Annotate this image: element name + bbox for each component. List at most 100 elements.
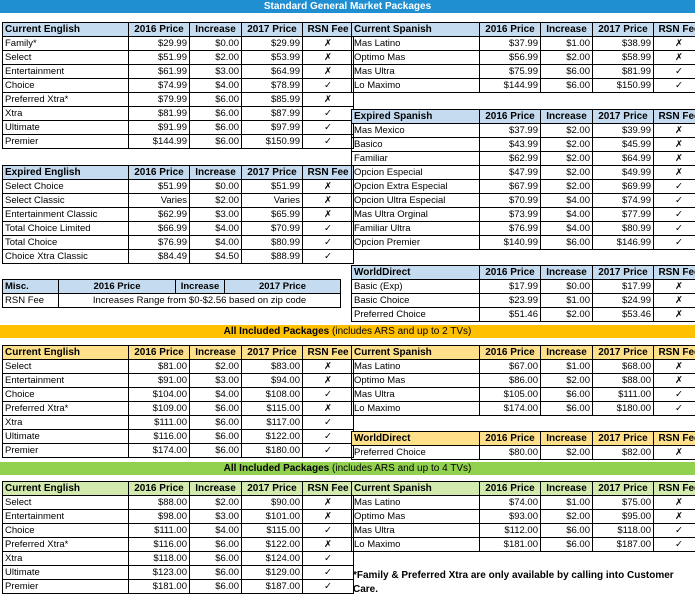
price-2017: $24.99: [592, 293, 654, 308]
price-2016: $116.00: [128, 429, 190, 444]
increase: $6.00: [540, 537, 593, 552]
table-row: Select $51.99 $2.00 $53.99 ✗: [2, 50, 354, 65]
price-2016: $81.00: [128, 359, 190, 374]
price-2016: $62.99: [479, 151, 541, 166]
rsn-fee-mark: ✗: [302, 359, 354, 374]
package-name: Preferred Xtra*: [2, 92, 129, 107]
rsn-fee-mark: ✓: [302, 565, 354, 580]
table-row: Mas Latino $67.00 $1.00 $68.00 ✗: [351, 359, 695, 374]
price-2017: $53.99: [241, 50, 303, 65]
col-increase: Increase: [189, 345, 242, 360]
table-row: Optimo Mas $93.00 $2.00 $95.00 ✗: [351, 509, 695, 524]
price-2017: $77.99: [592, 207, 654, 222]
price-2016: $144.99: [479, 78, 541, 93]
increase: $6.00: [189, 443, 242, 458]
increase: $2.00: [540, 373, 593, 388]
rsn-fee-mark: ✓: [302, 523, 354, 538]
price-2017: $97.99: [241, 120, 303, 135]
price-2017: $75.00: [592, 495, 654, 510]
price-2017: $64.99: [592, 151, 654, 166]
increase: $4.00: [540, 193, 593, 208]
package-name: Opcion Ultra Especial: [351, 193, 480, 208]
header-row: Current English 2016 Price Increase 2017 Pr…: [2, 22, 354, 37]
table-standard-expired-english: Expired English 2016 Price Increase 2017 Pr…: [2, 165, 354, 264]
price-2016: $88.00: [128, 495, 190, 510]
price-2017: $87.99: [241, 106, 303, 121]
col-increase: Increase: [540, 22, 593, 37]
price-2017: $101.00: [241, 509, 303, 524]
col-2017-price: 2017 Price: [592, 22, 654, 37]
rsn-fee-mark: ✗: [653, 36, 695, 51]
rsn-fee-mark: ✓: [653, 221, 695, 236]
rsn-fee-mark: ✓: [302, 551, 354, 566]
col-2016-price: 2016 Price: [479, 481, 541, 496]
col-rsn-fee: RSN Fee: [302, 481, 354, 496]
table-row: Select Choice $51.99 $0.00 $51.99 ✗: [2, 179, 354, 194]
price-2016: $174.00: [479, 401, 541, 416]
package-name: Premier: [2, 579, 129, 594]
price-2016: $86.00: [479, 373, 541, 388]
increase: $2.00: [540, 137, 593, 152]
col-rsn-fee: RSN Fee: [302, 345, 354, 360]
price-2016: $37.99: [479, 36, 541, 51]
price-2016: Varies: [128, 193, 190, 208]
package-name: Entertainment: [2, 373, 129, 388]
price-2017: $83.00: [241, 359, 303, 374]
increase: $6.00: [189, 551, 242, 566]
table-title: WorldDirect: [351, 431, 480, 446]
price-2016: $47.99: [479, 165, 541, 180]
price-2016: $70.99: [479, 193, 541, 208]
banner-all2-subtitle: (includes ARS and up to 2 TVs): [329, 326, 472, 337]
banner-all4-subtitle: (includes ARS and up to 4 TVs): [329, 463, 472, 474]
increase: $4.00: [189, 387, 242, 402]
price-2017: $85.99: [241, 92, 303, 107]
price-2017: $51.99: [241, 179, 303, 194]
package-name: Xtra: [2, 415, 129, 430]
package-name: Mas Latino: [351, 495, 480, 510]
price-2016: $62.99: [128, 207, 190, 222]
price-2017: $17.99: [592, 279, 654, 294]
package-name: Preferred Choice: [351, 445, 480, 460]
price-2016: $17.99: [479, 279, 541, 294]
col-2016-price: 2016 Price: [128, 481, 190, 496]
package-name: Select: [2, 359, 129, 374]
price-2017: $115.00: [241, 523, 303, 538]
package-name: Basico: [351, 137, 480, 152]
table-row: Mas Latino $74.00 $1.00 $75.00 ✗: [351, 495, 695, 510]
table-title: Current English: [2, 345, 129, 360]
price-2016: $73.99: [479, 207, 541, 222]
col-2016-price: 2016 Price: [128, 345, 190, 360]
increase: $0.00: [540, 279, 593, 294]
increase: $6.00: [189, 134, 242, 149]
table-row: Choice $74.99 $4.00 $78.99 ✓: [2, 78, 354, 93]
rsn-fee-mark: ✗: [302, 207, 354, 222]
price-2017: $39.99: [592, 123, 654, 138]
price-2016: $118.00: [128, 551, 190, 566]
rsn-fee-mark: ✗: [302, 64, 354, 79]
table-row: Xtra $81.99 $6.00 $87.99 ✓: [2, 106, 354, 121]
rsn-fee-mark: ✓: [653, 193, 695, 208]
price-2017: $74.99: [592, 193, 654, 208]
increase: $6.00: [540, 235, 593, 250]
rsn-fee-mark: ✓: [653, 64, 695, 79]
package-name: Opcion Especial: [351, 165, 480, 180]
price-2017: $68.00: [592, 359, 654, 374]
col-2017-price: 2017 Price: [592, 345, 654, 360]
rsn-fee-mark: ✗: [653, 151, 695, 166]
price-2017: $88.99: [241, 249, 303, 264]
increase: $4.00: [189, 221, 242, 236]
misc-col-2016: 2016 Price: [58, 279, 176, 294]
package-name: Basic Choice: [351, 293, 480, 308]
table-all4-current-english: Current English 2016 Price Increase 2017 Pr…: [2, 481, 354, 594]
increase: $6.00: [189, 579, 242, 594]
increase: $6.00: [189, 92, 242, 107]
price-2016: $109.00: [128, 401, 190, 416]
rsn-fee-mark: ✓: [302, 106, 354, 121]
rsn-fee-mark: ✗: [653, 307, 695, 322]
table-title: Current Spanish: [351, 22, 480, 37]
package-name: Premier: [2, 443, 129, 458]
col-2016-price: 2016 Price: [479, 265, 541, 280]
col-increase: Increase: [189, 481, 242, 496]
price-2017: $80.99: [241, 235, 303, 250]
price-2017: $53.46: [592, 307, 654, 322]
